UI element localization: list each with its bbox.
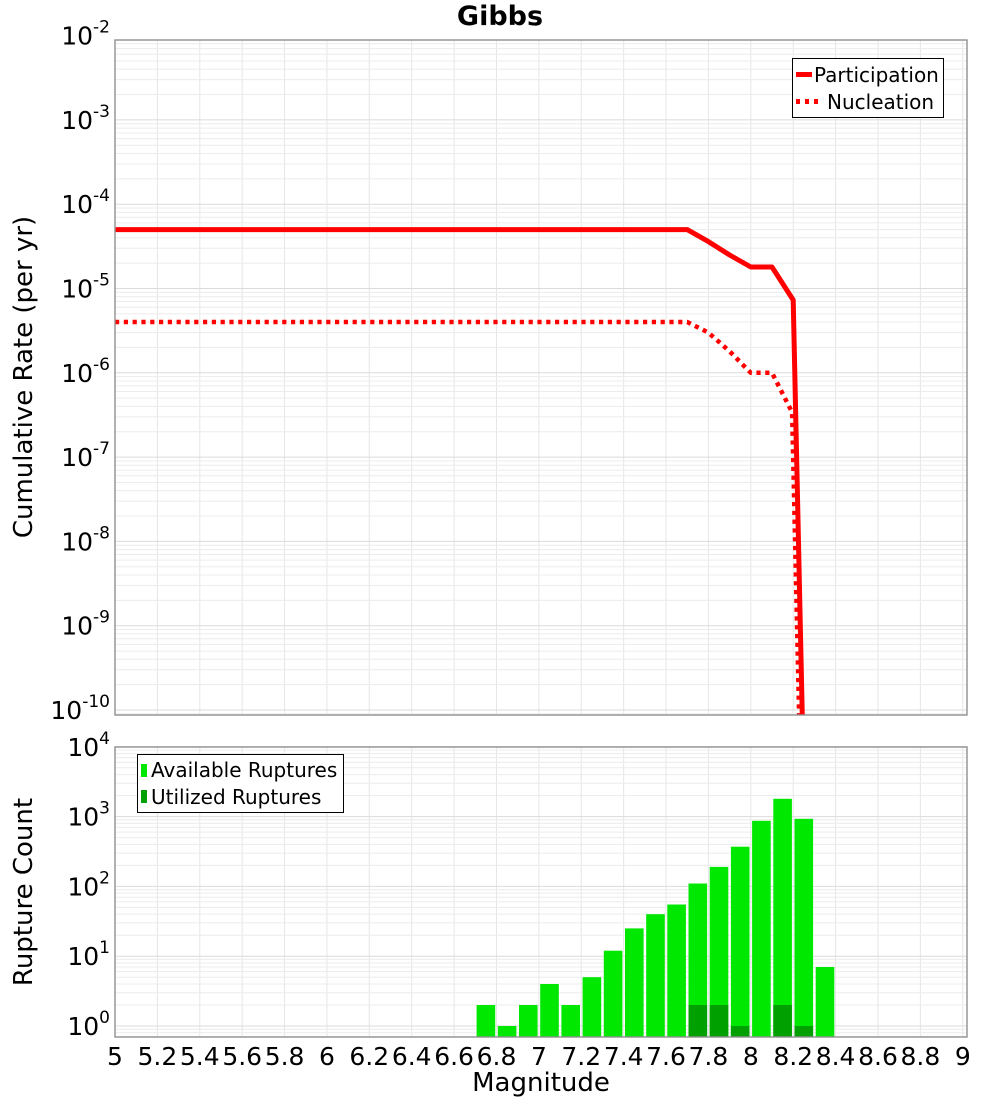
bar-available [794,818,814,1037]
x-tick-label: 6.6 [434,1042,474,1071]
x-tick-label: 5.4 [180,1042,220,1071]
bar-available [773,798,792,1037]
curve-nucleation [115,319,802,715]
chart-title: Gibbs [456,1,544,32]
series-group-top [115,227,805,715]
bar-available [709,866,729,1037]
y-tick-label: 10-7 [61,439,110,472]
y-tick-label: 103 [67,799,110,832]
top-legend: Participation Nucleation [792,58,944,118]
bar-utilized [730,1026,750,1037]
curve-participation [115,227,805,715]
x-tick-label: 5.8 [265,1042,305,1071]
bar-available [730,846,750,1037]
plot-border [114,746,968,1038]
x-tick-label: 8.2 [773,1042,813,1071]
bar-available [646,914,665,1037]
x-tick-label: 7.6 [646,1042,686,1071]
bar-utilized [794,1026,814,1037]
y-tick-label: 10-5 [61,271,110,304]
bar-available [667,904,686,1037]
x-tick-label: 7 [531,1042,547,1071]
x-tick-label: 6.8 [477,1042,517,1071]
legend-item-utilized: Utilized Ruptures [141,784,343,811]
x-tick-label: 6.2 [349,1042,389,1071]
x-tick-label: 7.8 [689,1042,729,1071]
bar-available [752,820,771,1037]
x-tick-label: 6.4 [392,1042,432,1071]
legend-item-available: Available Ruptures [141,757,343,784]
participation-line-swatch-icon [796,72,812,77]
y-tick-label: 10-8 [61,523,110,556]
series-group-bottom [476,798,835,1037]
legend-label-utilized: Utilized Ruptures [151,784,322,809]
bottom-legend: Available Ruptures Utilized Ruptures [137,754,344,813]
y-tick-label: 10-10 [50,692,110,725]
y-tick-label: 10-2 [61,18,110,51]
bar-available [582,977,602,1037]
legend-label-nucleation: Nucleation [827,89,935,114]
nucleation-dotted-line-swatch-icon [796,99,823,104]
y-tick-label: 10-4 [61,186,110,219]
bar-available [815,967,835,1037]
top-y-axis-label: Cumulative Rate (per yr) [9,215,39,539]
y-tick-label: 10-3 [61,102,110,135]
bar-available [476,1005,496,1037]
x-tick-label: 5.6 [222,1042,262,1071]
y-tick-label: 102 [67,868,110,901]
y-tick-label: 100 [67,1008,110,1041]
x-tick-label: 7.2 [561,1042,601,1071]
bar-available [625,928,644,1037]
legend-label-participation: Participation [814,62,939,87]
x-tick-label: 9 [955,1042,971,1071]
x-tick-label: 6 [319,1042,335,1071]
legend-item-participation: Participation [796,61,943,88]
y-tick-label: 10-9 [61,608,110,641]
y-tick-label: 104 [67,729,110,762]
x-tick-label: 8.4 [816,1042,856,1071]
x-tick-label: 8.8 [901,1042,941,1071]
y-tick-label: 10-6 [61,355,110,388]
bar-available [519,1005,538,1037]
bar-available [561,1005,580,1037]
bar-utilized [688,1005,708,1037]
bar-utilized [773,1005,792,1037]
x-tick-label: 5 [107,1042,123,1071]
legend-item-nucleation: Nucleation [796,88,943,115]
bar-available [688,883,708,1037]
x-tick-label: 8.6 [858,1042,898,1071]
x-tick-label: 8 [743,1042,759,1071]
x-tick-label: 7.4 [604,1042,644,1071]
utilized-ruptures-swatch-icon [141,790,147,804]
bottom-y-axis-label: Rupture Count [9,797,39,987]
bar-available [540,984,559,1037]
y-tick-label: 101 [67,938,110,971]
x-axis-label: Magnitude [472,1068,610,1098]
bar-utilized [709,1005,729,1037]
legend-label-available: Available Ruptures [151,758,338,783]
plot-border [114,39,968,716]
x-tick-label: 5.2 [138,1042,178,1071]
bar-available [603,950,623,1037]
available-ruptures-swatch-icon [141,763,147,777]
bar-available [497,1026,517,1037]
